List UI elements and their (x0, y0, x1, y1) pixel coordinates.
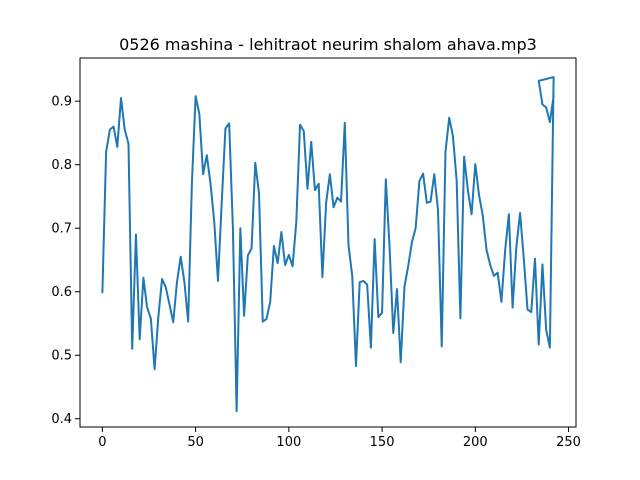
x-tick-label: 200 (463, 435, 488, 450)
y-axis: 0.4 0.5 0.6 0.7 0.8 0.9 (51, 95, 80, 427)
y-tick-label: 0.5 (51, 349, 72, 364)
y-tick-label: 0.6 (51, 285, 72, 300)
chart-title: 0526 mashina - lehitraot neurim shalom a… (119, 35, 537, 54)
x-tick-label: 0 (98, 435, 106, 450)
x-tick-label: 100 (276, 435, 301, 450)
y-tick-label: 0.4 (51, 412, 72, 427)
x-tick-label: 150 (370, 435, 395, 450)
x-axis: 0 50 100 150 200 250 (98, 427, 581, 450)
x-tick-label: 50 (187, 435, 204, 450)
y-tick-label: 0.8 (51, 158, 72, 173)
x-tick-label: 250 (556, 435, 581, 450)
plot-area (79, 57, 577, 428)
y-tick-label: 0.7 (51, 222, 72, 237)
axes-frame (79, 57, 577, 428)
series-line (101, 76, 555, 413)
y-tick-label: 0.9 (51, 95, 72, 110)
